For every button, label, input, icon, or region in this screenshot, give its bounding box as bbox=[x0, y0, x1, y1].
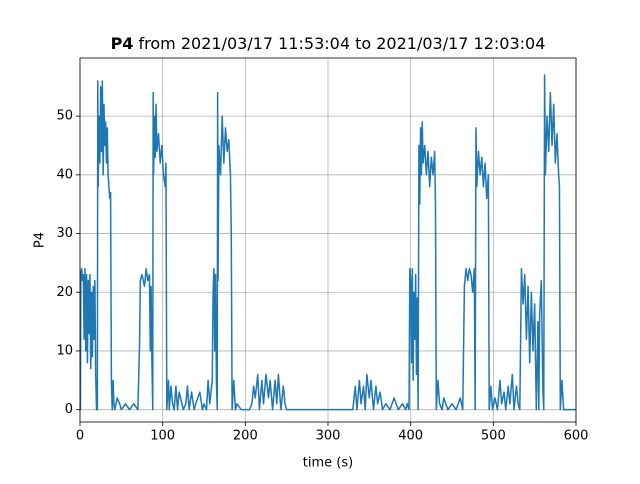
x-tick-label: 0 bbox=[76, 429, 84, 444]
y-tick-label: 0 bbox=[65, 402, 73, 417]
title-text: from 2021/03/17 11:53:04 to 2021/03/17 1… bbox=[139, 34, 546, 53]
data-line bbox=[79, 74, 576, 411]
x-tick-label: 100 bbox=[150, 429, 175, 444]
y-tick-label: 10 bbox=[56, 343, 73, 358]
x-tick-label: 600 bbox=[564, 429, 589, 444]
x-tick-label: 400 bbox=[398, 429, 423, 444]
y-tick-label: 20 bbox=[56, 285, 73, 300]
title-bold: P4 bbox=[111, 34, 134, 53]
x-tick-label: 500 bbox=[481, 429, 506, 444]
x-axis-label: time (s) bbox=[303, 456, 353, 471]
y-tick-label: 50 bbox=[56, 109, 73, 124]
x-tick-label: 300 bbox=[316, 429, 341, 444]
chart-title: P4 from 2021/03/17 11:53:04 to 2021/03/1… bbox=[111, 34, 546, 53]
y-tick-label: 40 bbox=[56, 167, 73, 182]
x-tick-label: 200 bbox=[233, 429, 258, 444]
y-tick-label: 30 bbox=[56, 226, 73, 241]
plot-frame bbox=[79, 57, 577, 423]
y-axis-label: P4 bbox=[33, 232, 48, 248]
